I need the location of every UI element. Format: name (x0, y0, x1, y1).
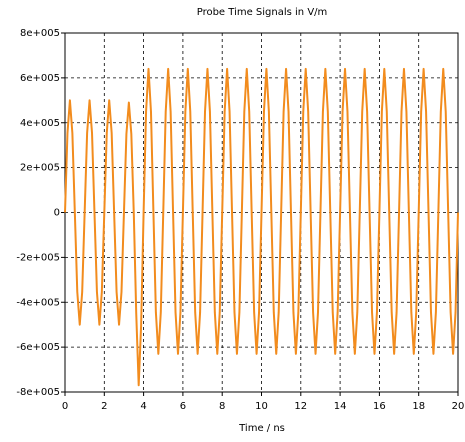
x-tick-label: 18 (412, 401, 425, 412)
y-tick-label: 8e+005 (20, 28, 60, 39)
x-tick-label: 6 (180, 401, 186, 412)
y-tick-label: 0 (54, 208, 60, 219)
y-tick-label: 4e+005 (20, 118, 60, 129)
y-tick-label: -8e+005 (16, 387, 60, 398)
x-tick-label: 14 (334, 401, 347, 412)
x-tick-label: 8 (219, 401, 225, 412)
x-tick-label: 10 (255, 401, 268, 412)
y-tick-label: -2e+005 (16, 252, 60, 263)
y-tick-label: 2e+005 (20, 163, 60, 174)
x-tick-label: 0 (62, 401, 68, 412)
y-tick-label: 6e+005 (20, 73, 60, 84)
x-tick-label: 16 (373, 401, 386, 412)
x-tick-label: 12 (294, 401, 307, 412)
y-tick-label: -6e+005 (16, 342, 60, 353)
chart-title: Probe Time Signals in V/m (197, 7, 328, 18)
signal-line (64, 67, 459, 387)
x-tick-label: 2 (101, 401, 107, 412)
x-axis-label: Time / ns (238, 423, 285, 434)
x-tick-label: 4 (140, 401, 146, 412)
x-tick-label: 20 (452, 401, 465, 412)
y-tick-label: -4e+005 (16, 297, 60, 308)
